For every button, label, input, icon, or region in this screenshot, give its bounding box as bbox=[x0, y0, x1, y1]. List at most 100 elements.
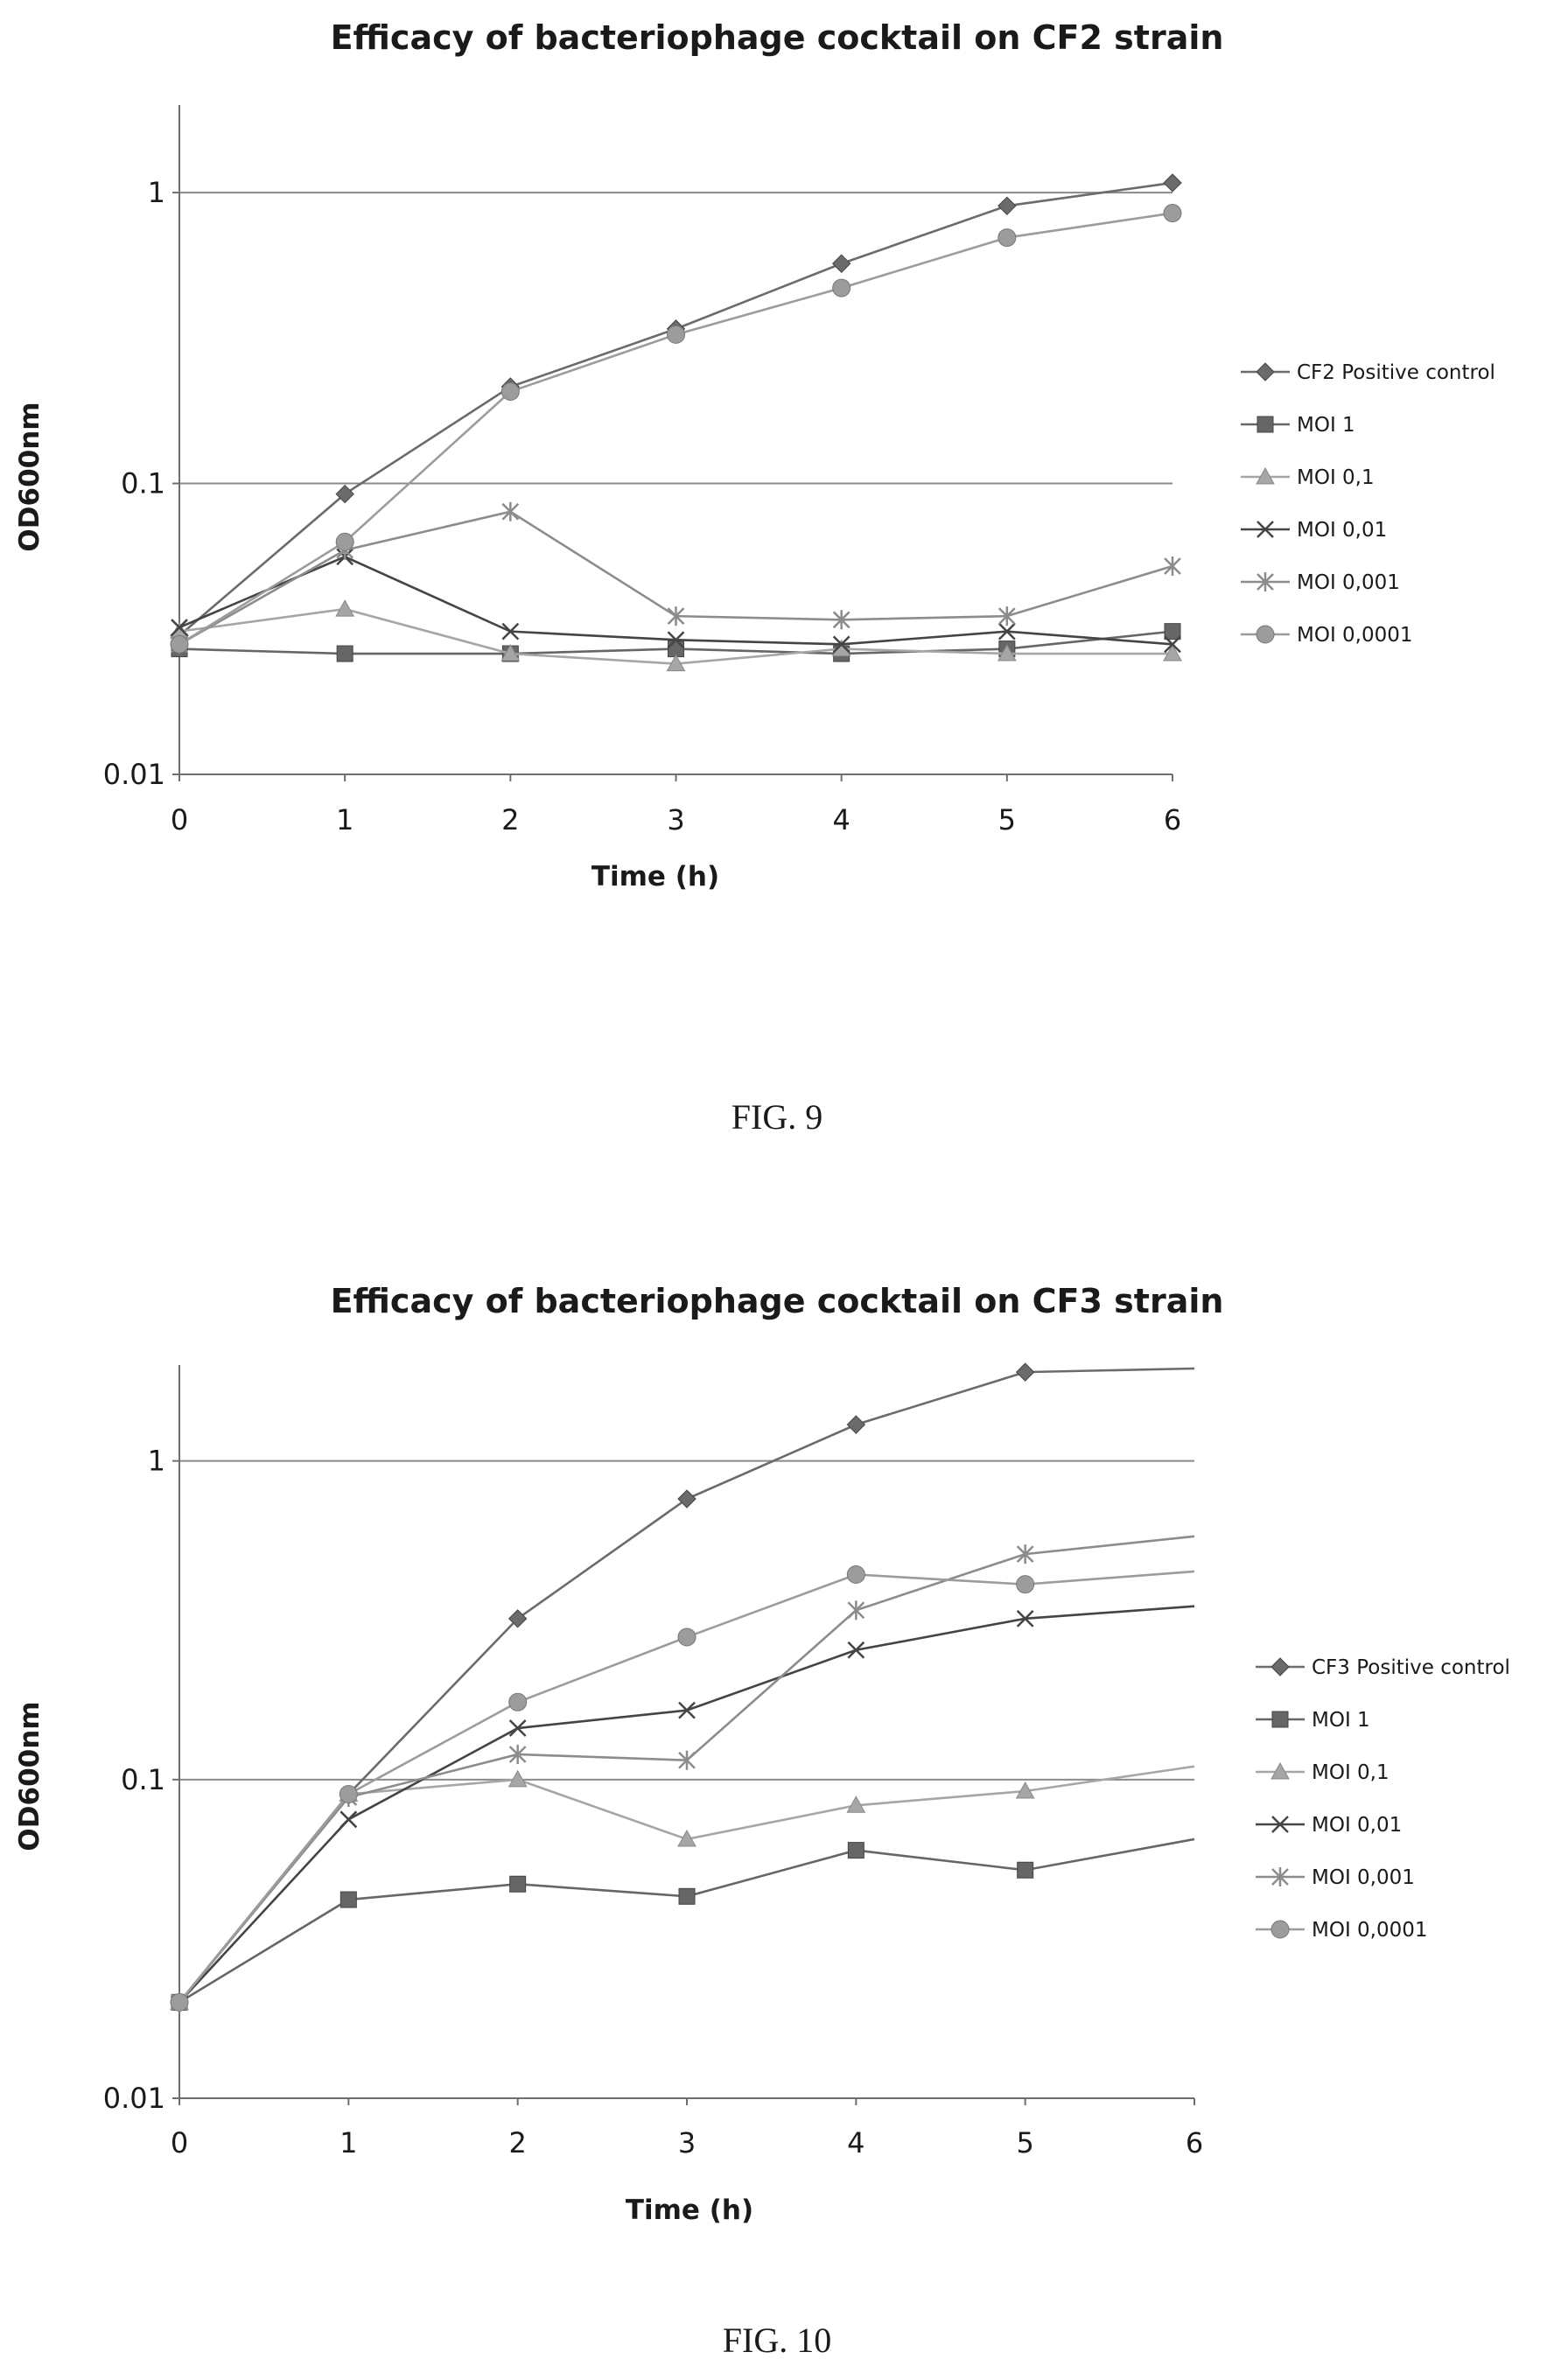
data-point bbox=[171, 619, 188, 636]
data-point bbox=[1016, 1609, 1034, 1628]
legend-label: MOI 1 bbox=[1312, 1709, 1370, 1732]
data-point bbox=[667, 606, 685, 626]
data-point bbox=[335, 484, 354, 504]
y-tick-label: 1 bbox=[148, 1445, 165, 1478]
series-4 bbox=[171, 501, 1181, 654]
data-point bbox=[508, 1609, 528, 1628]
legend-entry: CF2 Positive control bbox=[1241, 361, 1495, 384]
data-point bbox=[339, 1784, 358, 1803]
legend-entry: MOI 0,001 bbox=[1256, 1866, 1415, 1889]
y-axis-label: OD600nm bbox=[14, 1701, 46, 1851]
plot-area: 0.01 0.1 1 0 1 2 3 4 5 6 bbox=[103, 1362, 1203, 2160]
data-point bbox=[998, 196, 1017, 216]
chart-title: Efficacy of bacteriophage cocktail on CF… bbox=[331, 18, 1224, 57]
series-5 bbox=[170, 204, 1182, 654]
legend-label: MOI 1 bbox=[1297, 414, 1355, 437]
data-point bbox=[1016, 1575, 1035, 1594]
x-tick-label: 2 bbox=[508, 2126, 526, 2160]
x-tick-label: 4 bbox=[832, 803, 850, 836]
data-point bbox=[508, 1719, 527, 1737]
data-point bbox=[846, 1415, 866, 1434]
figure-caption: FIG. 10 bbox=[723, 2320, 831, 2360]
figure-caption: FIG. 9 bbox=[732, 1097, 822, 1137]
data-point bbox=[1164, 556, 1181, 576]
series-2 bbox=[170, 1765, 1195, 2010]
chart-fig-10: Efficacy of bacteriophage cocktail on CF… bbox=[14, 1282, 1510, 2360]
data-point bbox=[997, 644, 1017, 662]
data-point bbox=[678, 1750, 696, 1770]
data-point bbox=[846, 1796, 866, 1813]
data-point bbox=[170, 634, 189, 654]
data-point bbox=[1015, 1781, 1035, 1799]
data-point bbox=[508, 1744, 527, 1764]
data-point bbox=[1163, 173, 1182, 192]
data-point bbox=[509, 1875, 527, 1893]
data-point bbox=[831, 254, 851, 273]
legend-label: MOI 0,001 bbox=[1312, 1866, 1415, 1889]
legend-label: CF2 Positive control bbox=[1297, 361, 1495, 384]
series-line bbox=[178, 1765, 1195, 2004]
data-point bbox=[678, 1887, 696, 1905]
series-line bbox=[178, 1605, 1195, 2004]
legend-label: MOI 0,01 bbox=[1312, 1814, 1402, 1837]
data-point bbox=[667, 631, 685, 649]
legend-entry: MOI 0,001 bbox=[1241, 571, 1400, 594]
data-point bbox=[998, 622, 1016, 640]
data-point bbox=[832, 635, 850, 654]
data-point bbox=[1163, 644, 1182, 662]
y-tick-label: 0.01 bbox=[103, 758, 165, 791]
data-point bbox=[847, 1600, 865, 1620]
x-tick-label: 6 bbox=[1164, 803, 1181, 836]
legend: CF3 Positive control MOI 1 MOI 0,1 MOI 0,01… bbox=[1256, 1656, 1510, 1942]
series-line bbox=[178, 212, 1173, 646]
y-axis-label: OD600nm bbox=[14, 402, 46, 551]
data-point bbox=[1017, 1861, 1034, 1879]
x-tick-label: 3 bbox=[678, 2126, 696, 2160]
data-point bbox=[335, 599, 355, 617]
legend-entry: MOI 0,0001 bbox=[1256, 1919, 1428, 1942]
legend-marker bbox=[1270, 1657, 1290, 1676]
series-3 bbox=[171, 1605, 1195, 2012]
legend-label: MOI 0,001 bbox=[1297, 571, 1400, 594]
legend-label: MOI 0,0001 bbox=[1312, 1919, 1428, 1942]
data-point bbox=[667, 325, 685, 344]
legend-entry: MOI 0,1 bbox=[1256, 1761, 1390, 1784]
data-point bbox=[1164, 635, 1181, 654]
data-point bbox=[998, 606, 1016, 626]
x-tick-label: 3 bbox=[667, 803, 684, 836]
legend-marker bbox=[1256, 521, 1274, 538]
legend-entry: MOI 0,1 bbox=[1241, 466, 1375, 489]
chart-title: Efficacy of bacteriophage cocktail on CF… bbox=[331, 1282, 1224, 1320]
series-4 bbox=[171, 1535, 1195, 2012]
x-axis-label: Time (h) bbox=[626, 2194, 753, 2226]
data-point bbox=[501, 622, 520, 640]
data-point bbox=[677, 1489, 696, 1508]
plot-area: 0.01 0.1 1 0 1 2 3 4 5 6 bbox=[103, 105, 1182, 836]
data-point bbox=[500, 382, 520, 401]
data-point bbox=[508, 1692, 528, 1712]
x-axis-label: Time (h) bbox=[592, 861, 719, 892]
series-5 bbox=[170, 1564, 1195, 2012]
legend-marker bbox=[1256, 625, 1275, 644]
data-point bbox=[1016, 1544, 1034, 1564]
legend-marker bbox=[1271, 1867, 1289, 1886]
data-point bbox=[335, 532, 354, 551]
x-tick-label: 6 bbox=[1186, 2126, 1203, 2160]
series-line bbox=[178, 181, 1173, 637]
x-tick-label: 1 bbox=[336, 803, 354, 836]
legend-marker bbox=[1256, 572, 1274, 592]
legend-entry: MOI 0,01 bbox=[1256, 1814, 1402, 1837]
legend-entry: MOI 0,01 bbox=[1241, 519, 1387, 542]
x-tick-label: 0 bbox=[171, 2126, 188, 2160]
legend-marker bbox=[1256, 416, 1274, 433]
legend: CF2 Positive control MOI 1 MOI 0,1 MOI 0,01… bbox=[1241, 361, 1495, 647]
data-point bbox=[832, 278, 851, 298]
data-point bbox=[340, 1810, 358, 1829]
series-line bbox=[178, 1838, 1195, 2004]
data-point bbox=[500, 644, 521, 662]
x-tick-label: 4 bbox=[847, 2126, 864, 2160]
legend-marker bbox=[1271, 1711, 1289, 1728]
data-point bbox=[846, 1564, 865, 1584]
legend-entry: MOI 1 bbox=[1241, 414, 1355, 437]
